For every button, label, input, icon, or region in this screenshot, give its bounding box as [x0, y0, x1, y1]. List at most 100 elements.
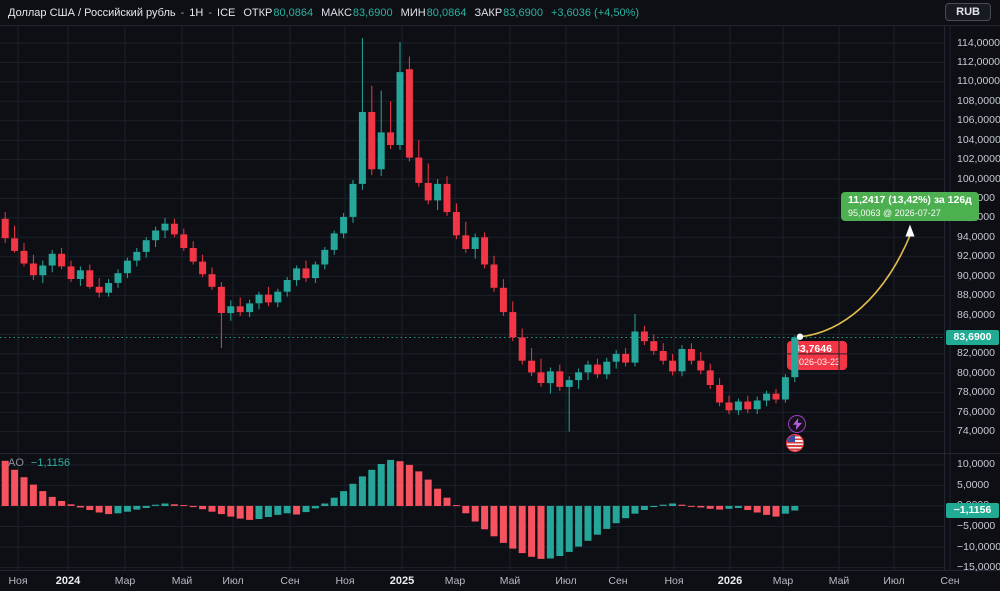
open-value: 80,0864: [273, 6, 314, 19]
candle-body: [340, 216, 348, 234]
time-tick-label: 2024: [55, 575, 81, 587]
ao-bar: [142, 505, 150, 508]
symbol-title[interactable]: Доллар США / Российский рубль: [8, 6, 176, 19]
ao-bar: [368, 469, 376, 506]
ao-bar: [58, 501, 66, 506]
ao-value-badge: −1,1156: [946, 502, 999, 518]
candle-body: [311, 264, 319, 279]
ao-bar: [86, 505, 94, 510]
ao-bar: [396, 461, 404, 506]
candle-body: [481, 237, 489, 265]
lightning-badge-icon[interactable]: [788, 415, 806, 433]
ao-indicator-name: AO: [8, 457, 24, 469]
ao-bar: [330, 497, 338, 506]
candle-body: [678, 349, 686, 372]
candle-body: [358, 112, 366, 184]
ao-indicator-value: −1,1156: [30, 457, 71, 469]
source-price: 83,7646: [794, 343, 832, 355]
ao-bar: [716, 505, 724, 510]
candle-body: [114, 273, 122, 283]
candle-body: [546, 371, 554, 384]
candle-body: [199, 261, 207, 275]
ao-bar: [236, 505, 244, 519]
ao-bar: [227, 505, 235, 517]
axis-tick-label: 74,0000: [957, 425, 995, 438]
ao-bar: [283, 505, 291, 514]
time-tick-label: Мар: [444, 575, 466, 587]
ao-bar: [424, 479, 432, 506]
interval-label[interactable]: 1H: [189, 6, 204, 19]
ao-indicator-legend[interactable]: AO −1,1156: [8, 457, 70, 469]
axis-tick-label: 76,0000: [957, 405, 995, 418]
ao-bar: [546, 505, 554, 559]
change-value: +3,6036 (+4,50%): [550, 6, 640, 19]
time-tick-label: Май: [499, 575, 521, 587]
candle-body: [48, 253, 56, 266]
candle-body: [650, 341, 658, 351]
ao-bar: [509, 505, 517, 549]
candle-body: [396, 72, 404, 145]
ao-bar: [105, 505, 113, 515]
time-tick-label: Май: [171, 575, 193, 587]
us-flag-badge-icon[interactable]: [786, 434, 804, 452]
ao-bar: [481, 505, 489, 530]
candle-body: [490, 264, 498, 288]
candle-body: [640, 331, 648, 342]
ao-bar: [575, 505, 583, 547]
candle-body: [697, 360, 705, 371]
source-date: 2026-03-23: [794, 356, 841, 367]
candle-body: [105, 283, 113, 293]
ao-bar: [170, 504, 178, 506]
ao-bar: [20, 477, 28, 506]
ao-bar: [434, 488, 442, 506]
flag-canton: [787, 435, 796, 443]
time-tick-label: Сен: [608, 575, 628, 587]
candle-body: [283, 280, 291, 292]
projection-target-label[interactable]: 11,2417 (13,42%) за 126д 95,0063 @ 2026-…: [841, 192, 979, 222]
ao-bar: [133, 505, 141, 510]
currency-unit-button[interactable]: RUB: [945, 3, 991, 21]
ao-bar: [781, 505, 789, 514]
time-tick-label: Ноя: [664, 575, 684, 587]
ao-bar: [123, 505, 131, 512]
candle-body: [377, 132, 385, 170]
low-value: 80,0864: [426, 6, 467, 19]
candle-body: [716, 385, 724, 403]
axis-tick-label: 92,0000: [957, 250, 995, 263]
candle-body: [274, 291, 282, 303]
ao-bar: [490, 505, 498, 537]
ao-bar: [791, 505, 799, 511]
ao-bar: [67, 504, 75, 506]
ao-bar: [622, 505, 630, 519]
ao-bar: [189, 505, 197, 508]
ao-bar: [349, 483, 357, 506]
ao-bar: [640, 505, 648, 510]
axis-tick-label: 106,0000: [957, 114, 1000, 127]
ao-bar: [697, 505, 705, 508]
time-tick-label: Ноя: [8, 575, 28, 587]
candle-body: [330, 233, 338, 250]
price-axis[interactable]: 114,0000 112,0000 110,0000 108,0000 106,0000…: [945, 0, 1000, 574]
ao-bar: [293, 505, 301, 515]
target-price-date: 95,0063 @ 2026-07-27: [848, 207, 941, 218]
time-axis[interactable]: Ноя 2024 Мар Май Июл Сен Ноя 2025 Мар Май Июл Сен Но…: [0, 570, 1000, 591]
ao-bar: [95, 505, 103, 513]
ao-bar: [462, 505, 470, 514]
symbol-legend: Доллар США / Российский рубль - 1H - ICE…: [0, 0, 1000, 25]
axis-tick-label: 80,0000: [957, 366, 995, 379]
candle-body: [443, 183, 451, 213]
axis-tick-label: 90,0000: [957, 269, 995, 282]
ao-bar: [208, 505, 216, 512]
candle-body: [133, 251, 141, 261]
candle-body: [255, 294, 263, 304]
ao-bar: [593, 505, 601, 535]
axis-tick-label: 82,0000: [957, 347, 995, 360]
axis-tick-label: 86,0000: [957, 308, 995, 321]
candle-body: [170, 223, 178, 235]
candle-body: [734, 401, 742, 411]
axis-tick-label: 114,0000: [957, 36, 1000, 49]
ao-bar: [1, 460, 9, 506]
candle-body: [424, 182, 432, 201]
